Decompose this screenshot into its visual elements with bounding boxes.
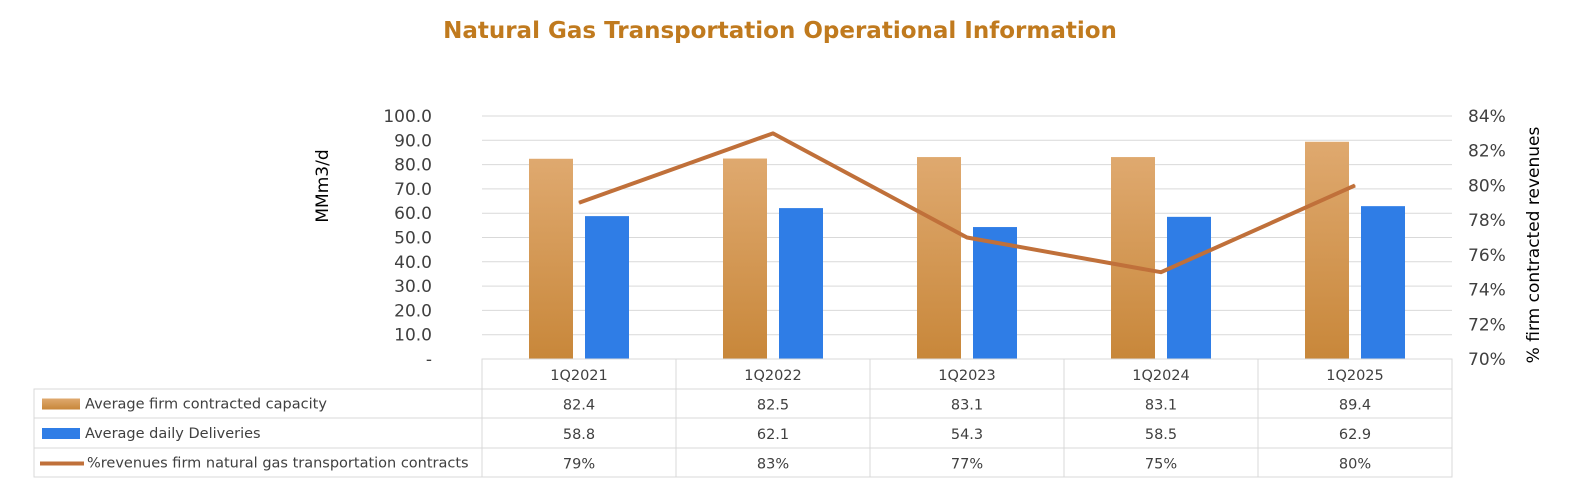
data-cell: 54.3 [951, 427, 983, 443]
right-tick-label: 78% [1468, 211, 1506, 231]
data-cell: 82.5 [757, 398, 789, 414]
legend-key-firm-capacity [42, 398, 80, 410]
left-tick-label: 60.0 [394, 204, 432, 224]
bar-daily-deliveries [779, 208, 823, 359]
data-cell: 83% [757, 457, 789, 473]
data-cell: 58.8 [563, 427, 595, 443]
line-point [1354, 184, 1356, 186]
bar-daily-deliveries [585, 216, 629, 359]
left-tick-label: 10.0 [394, 326, 432, 346]
left-tick-label: 20.0 [394, 301, 432, 321]
left-tick-label: 40.0 [394, 253, 432, 273]
left-tick-label: 70.0 [394, 180, 432, 200]
category-label: 1Q2022 [744, 368, 802, 384]
legend-label: %revenues firm natural gas transportatio… [87, 456, 469, 472]
data-cell: 83.1 [951, 398, 983, 414]
data-cell: 83.1 [1145, 398, 1177, 414]
data-cell: 58.5 [1145, 427, 1177, 443]
legend-label: Average firm contracted capacity [85, 397, 327, 413]
category-label: 1Q2024 [1132, 368, 1190, 384]
left-tick-label: 30.0 [394, 277, 432, 297]
right-axis-ticks: 70% 72% 74% 76% 78% 80% 82% 84% [1468, 107, 1506, 370]
bar-firm-capacity [1305, 141, 1349, 359]
right-axis-label: % firm contracted revenues [1524, 127, 1544, 364]
bar-firm-capacity [529, 158, 573, 359]
right-tick-label: 84% [1468, 107, 1506, 127]
data-cell: 75% [1145, 457, 1177, 473]
bar-daily-deliveries [1167, 216, 1211, 359]
data-cell: 80% [1339, 457, 1371, 473]
legend-key-daily-deliveries [42, 428, 80, 439]
line-point [772, 132, 774, 134]
legend-label: Average daily Deliveries [85, 426, 261, 442]
right-tick-label: 72% [1468, 315, 1506, 335]
data-cell: 62.1 [757, 427, 789, 443]
left-tick-label: 90.0 [394, 131, 432, 151]
line-point [966, 237, 968, 238]
left-tick-label: - [426, 350, 432, 370]
right-tick-label: 74% [1468, 281, 1506, 301]
bar-daily-deliveries [1361, 206, 1405, 359]
line-point [578, 202, 580, 204]
bar-firm-capacity [917, 157, 961, 359]
line-point [1160, 271, 1162, 273]
left-tick-label: 100.0 [383, 107, 432, 127]
category-label: 1Q2021 [550, 368, 608, 384]
data-cell: 77% [951, 457, 983, 473]
category-label: 1Q2025 [1326, 368, 1384, 384]
data-cell: 62.9 [1339, 427, 1371, 443]
right-tick-label: 80% [1468, 176, 1506, 196]
data-cell: 79% [563, 457, 595, 473]
category-label: 1Q2023 [938, 368, 996, 384]
left-tick-label: 80.0 [394, 156, 432, 176]
line-series [578, 131, 1356, 275]
right-tick-label: 76% [1468, 246, 1506, 266]
bar-daily-deliveries [973, 227, 1017, 359]
left-axis-ticks: - 10.0 20.0 30.0 40.0 50.0 60.0 70.0 80.0 90.0 100… [383, 107, 432, 370]
right-tick-label: 70% [1468, 350, 1506, 370]
data-cell: 82.4 [563, 398, 595, 414]
bar-firm-capacity [723, 158, 767, 359]
chart-title: Natural Gas Transportation Operational I… [443, 18, 1117, 44]
line-revenues-firm-contracts [578, 131, 1356, 275]
data-cell: 89.4 [1339, 398, 1371, 414]
data-table: 1Q2021 1Q2022 1Q2023 1Q2024 1Q2025 Average fi… [33, 358, 1453, 478]
left-axis-label: MMm3/d [313, 149, 333, 222]
right-tick-label: 82% [1468, 142, 1506, 162]
bar-firm-capacity [1111, 157, 1155, 359]
bars [529, 141, 1405, 359]
left-tick-label: 50.0 [394, 229, 432, 249]
